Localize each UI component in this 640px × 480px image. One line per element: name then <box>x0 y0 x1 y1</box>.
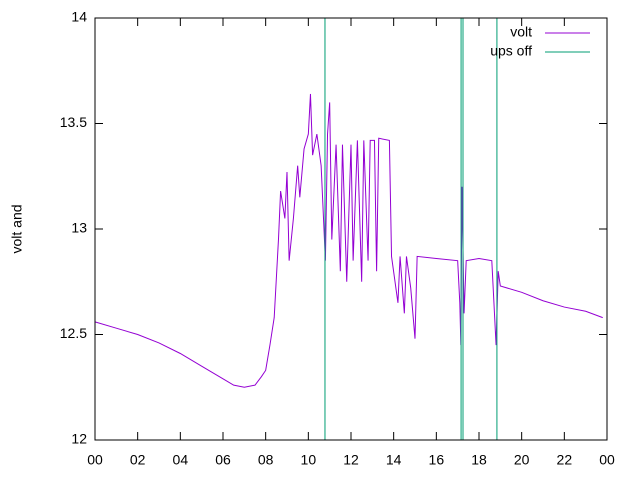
series-line <box>94 93 603 388</box>
x-tick-label: 12 <box>343 452 359 468</box>
x-tick-label: 18 <box>471 452 487 468</box>
legend-label: volt <box>510 24 532 40</box>
y-axis-label: volt and <box>9 204 25 253</box>
x-tick-label: 00 <box>599 452 615 468</box>
x-tick-label: 16 <box>429 452 445 468</box>
plot-frame <box>94 17 608 441</box>
x-tick-label: 02 <box>130 452 146 468</box>
x-tick-label: 04 <box>173 452 189 468</box>
y-tick-label: 14 <box>71 9 87 25</box>
y-tick-label: 12 <box>71 431 87 447</box>
x-tick-label: 14 <box>386 452 402 468</box>
x-tick-label: 06 <box>215 452 231 468</box>
y-tick-label: 13 <box>71 220 87 236</box>
series-line <box>324 18 498 440</box>
x-tick-label: 20 <box>514 452 530 468</box>
y-tick-label: 13.5 <box>60 114 87 130</box>
x-tick-label: 08 <box>258 452 274 468</box>
x-tick-label: 22 <box>557 452 573 468</box>
x-tick-label: 00 <box>87 452 103 468</box>
x-tick-label: 10 <box>301 452 317 468</box>
legend-label: ups off <box>490 43 532 59</box>
y-tick-label: 12.5 <box>60 325 87 341</box>
